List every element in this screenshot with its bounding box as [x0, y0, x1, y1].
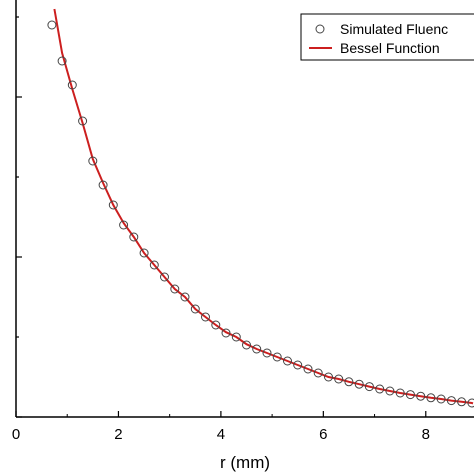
data-point [446, 396, 456, 406]
data-point [211, 320, 221, 330]
data-point [190, 304, 200, 314]
legend-marker-simulated [315, 24, 325, 34]
data-point [334, 374, 344, 384]
data-point [252, 344, 262, 354]
data-point [98, 180, 108, 190]
data-point [293, 360, 303, 370]
data-point [242, 340, 251, 350]
data-point [457, 397, 467, 407]
legend-label-bessel: Bessel Function [340, 40, 440, 56]
data-point [67, 80, 77, 90]
data-point [354, 379, 364, 389]
bessel-function-line [53, 8, 474, 405]
data-point [47, 20, 57, 30]
data-point [201, 312, 210, 322]
data-point [149, 260, 159, 270]
data-point [467, 398, 474, 408]
data-point [170, 284, 180, 294]
x-axis-title: r (mm) [220, 453, 270, 472]
x-tick-label: 0 [12, 426, 20, 443]
data-point [160, 272, 169, 282]
data-point [385, 386, 395, 396]
x-axis-tick-labels: 0 2 4 6 8 [12, 426, 430, 443]
x-axis-ticks [15, 411, 427, 417]
legend-label-simulated: Simulated Fluenc [340, 21, 448, 37]
data-point [262, 348, 272, 358]
plot-area: 0 2 4 6 8 [12, 0, 474, 443]
data-point [231, 332, 241, 342]
data-point [364, 382, 374, 392]
data-point [221, 328, 231, 338]
data-point [313, 368, 323, 378]
data-point [88, 156, 98, 166]
data-point [426, 393, 436, 403]
x-tick-label: 2 [114, 426, 122, 443]
data-point [283, 356, 292, 366]
data-point [375, 384, 385, 394]
data-point [57, 56, 67, 66]
data-point [139, 248, 149, 258]
data-point [344, 377, 354, 387]
x-tick-label: 8 [422, 426, 430, 443]
data-point [324, 372, 333, 382]
data-point [416, 391, 426, 401]
data-point [180, 292, 190, 302]
legend-box [300, 13, 474, 61]
data-point [303, 364, 313, 374]
data-point [129, 232, 139, 242]
x-tick-label: 6 [319, 426, 327, 443]
data-point [395, 388, 405, 398]
data-point [272, 352, 282, 362]
data-point [436, 394, 446, 404]
data-point [108, 200, 118, 210]
x-tick-label: 4 [217, 426, 225, 443]
legend: Simulated Fluenc Bessel Function [300, 13, 474, 61]
data-point [119, 220, 129, 230]
data-point [78, 116, 88, 126]
simulated-fluence-points [47, 20, 474, 408]
data-point [405, 390, 415, 400]
y-axis-ticks [16, 16, 22, 418]
